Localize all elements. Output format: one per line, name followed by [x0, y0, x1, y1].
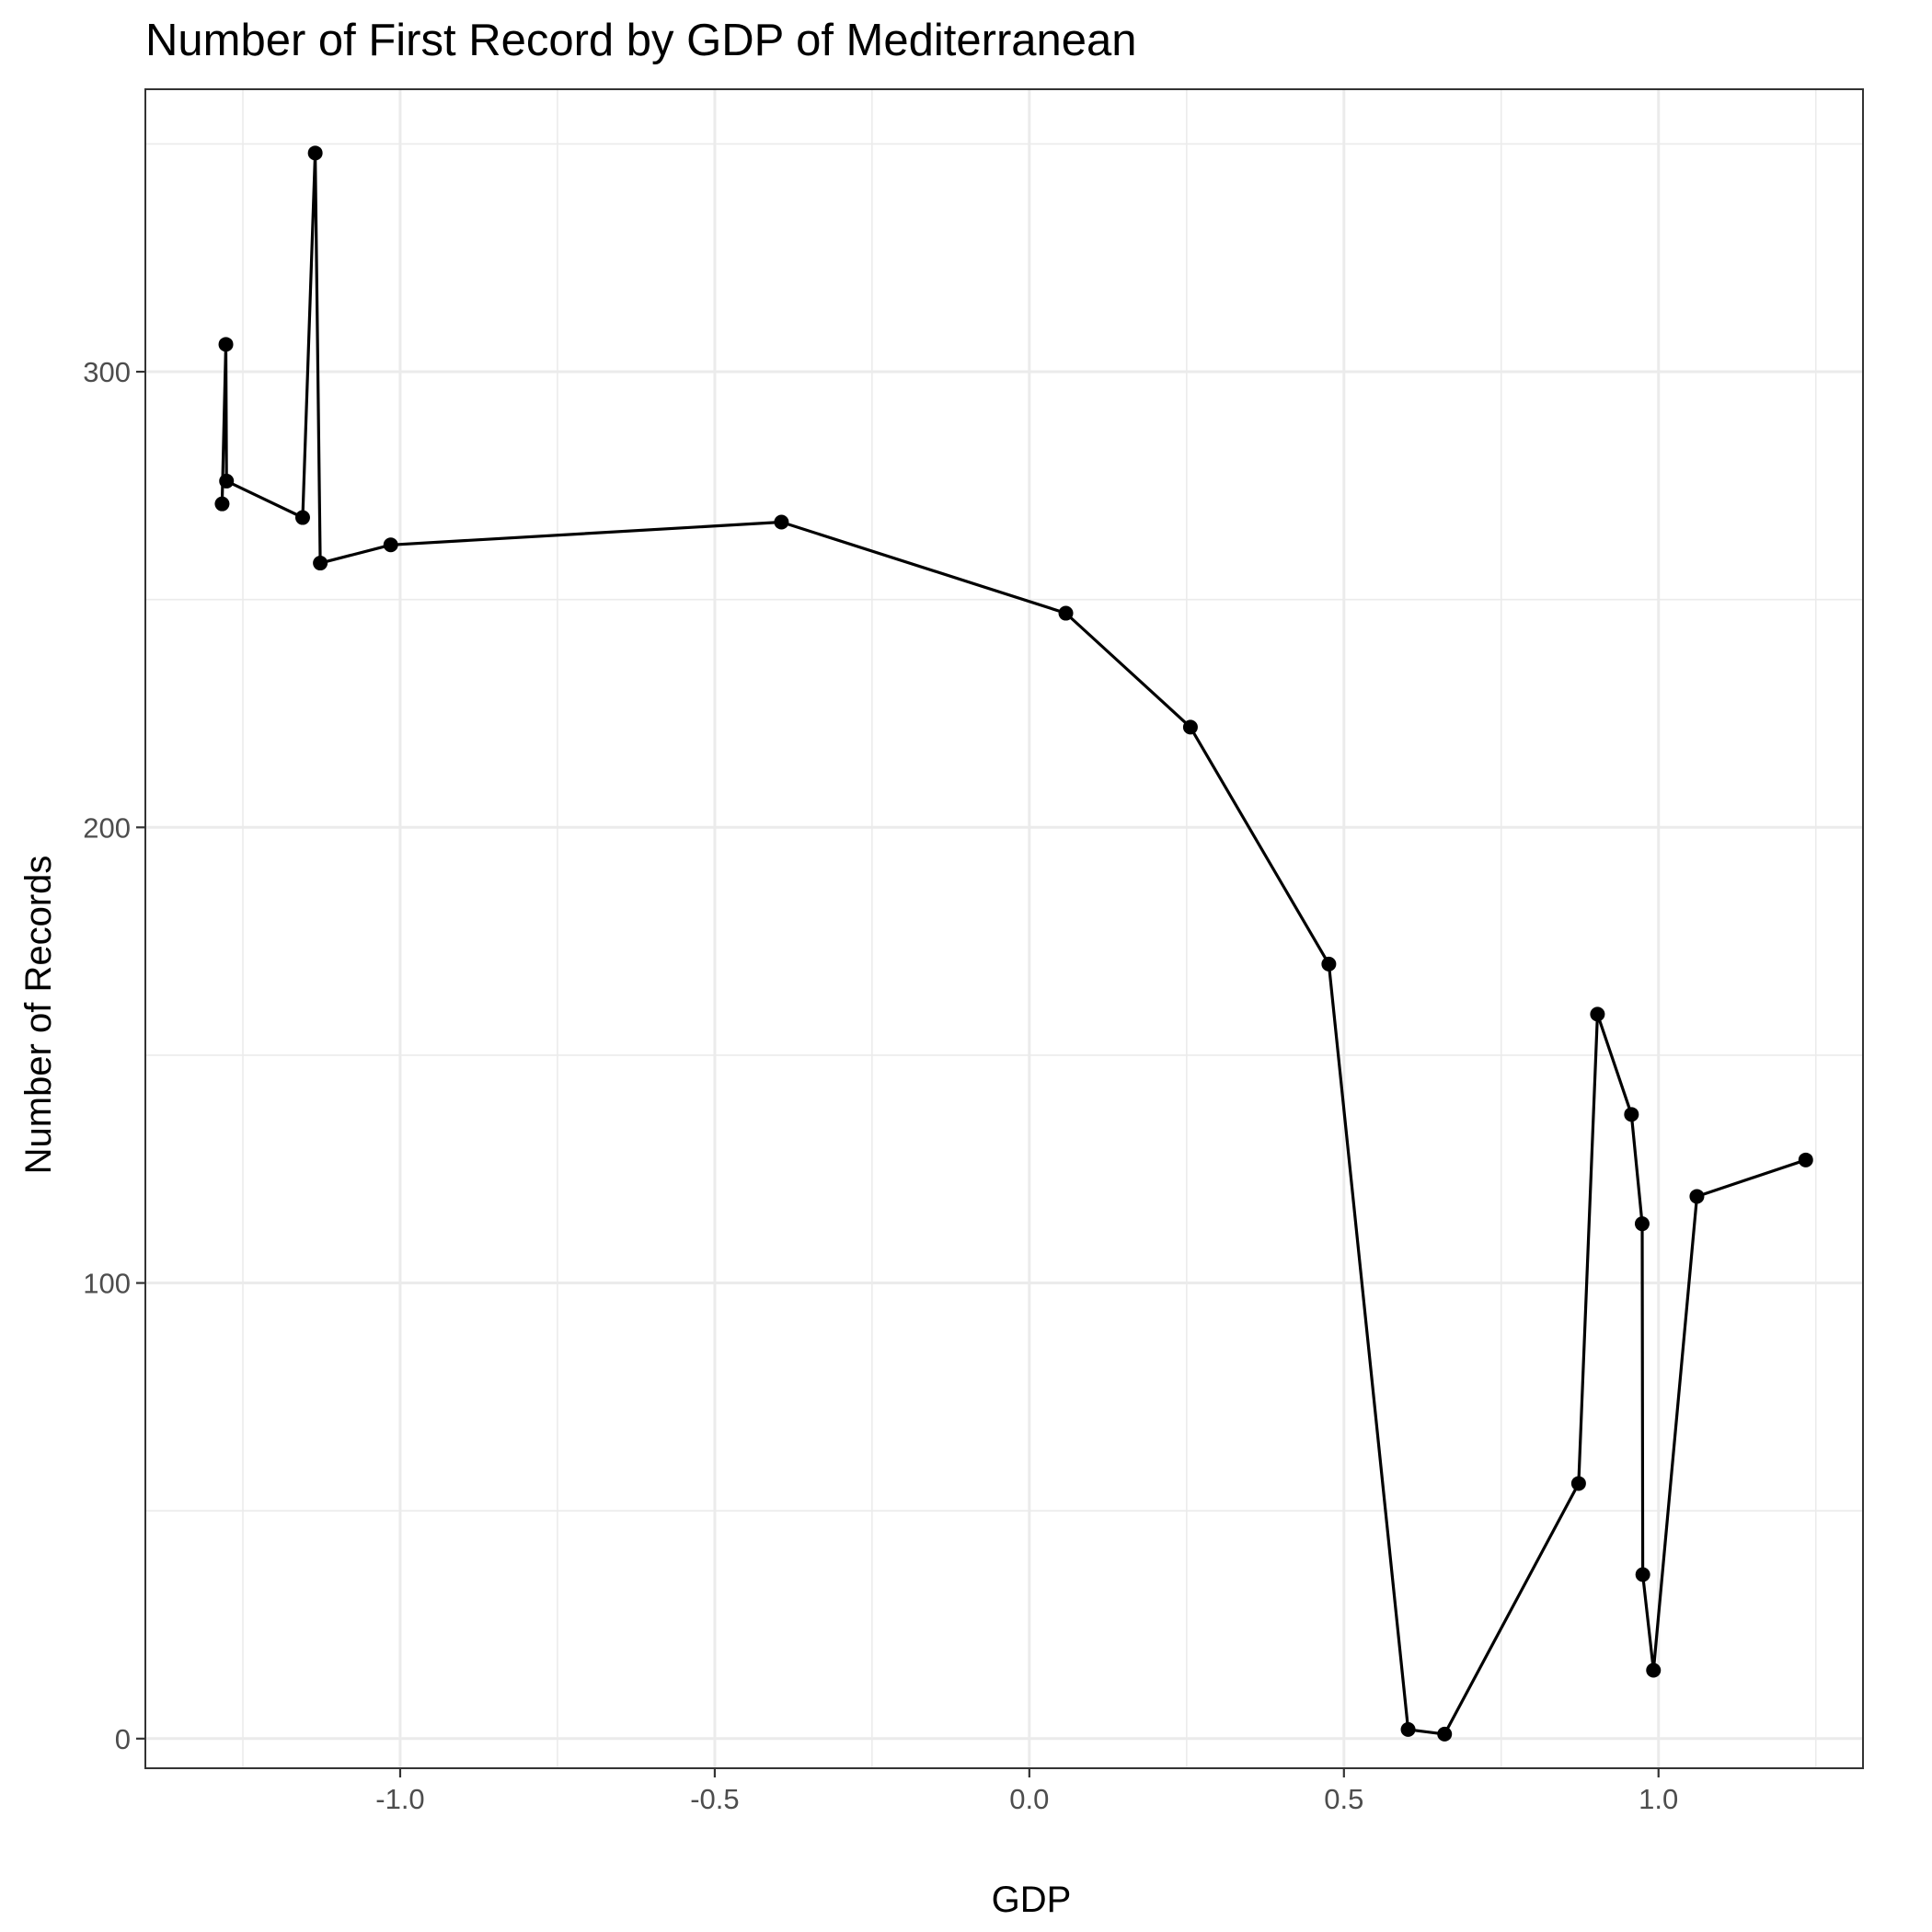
data-point [1798, 1152, 1813, 1167]
grid [145, 89, 1863, 1768]
y-tick-label: 200 [83, 811, 131, 844]
y-tick-label: 0 [115, 1723, 131, 1755]
data-point [1570, 1476, 1586, 1491]
x-tick-label: -0.5 [690, 1783, 739, 1815]
data-point [1646, 1662, 1662, 1678]
series-layer [214, 145, 1813, 1742]
data-point [219, 473, 235, 489]
x-axis-label: GDP [992, 1880, 1072, 1920]
panel-border [144, 88, 1864, 1769]
data-point [1624, 1107, 1639, 1122]
data-point [1400, 1721, 1416, 1737]
data-point [383, 537, 398, 553]
data-point [313, 556, 328, 571]
data-point [294, 510, 310, 525]
data-point [1590, 1006, 1605, 1022]
data-point [1058, 605, 1074, 621]
chart-title: Number of First Record by GDP of Mediter… [145, 16, 1137, 65]
data-point [1321, 956, 1337, 972]
data-point [1182, 719, 1198, 735]
y-tick-label: 300 [83, 356, 131, 388]
data-point [1437, 1726, 1453, 1742]
series-line [220, 151, 1807, 1736]
x-tick-label: 0.0 [1009, 1783, 1049, 1815]
x-tick-label: 1.0 [1639, 1783, 1678, 1815]
x-tick-label: 0.5 [1324, 1783, 1363, 1815]
data-point [774, 514, 789, 530]
data-point [214, 496, 230, 512]
y-axis-label: Number of Records [18, 856, 59, 1175]
data-point [1635, 1567, 1650, 1582]
axes: -1.0 -0.5 0.0 0.5 1.0 0 100 200 300 [83, 356, 1678, 1815]
x-tick-label: -1.0 [375, 1783, 424, 1815]
data-point [307, 145, 323, 161]
data-point [1634, 1216, 1650, 1232]
data-point [1689, 1189, 1705, 1204]
y-tick-label: 100 [83, 1268, 131, 1300]
data-point [218, 337, 234, 352]
